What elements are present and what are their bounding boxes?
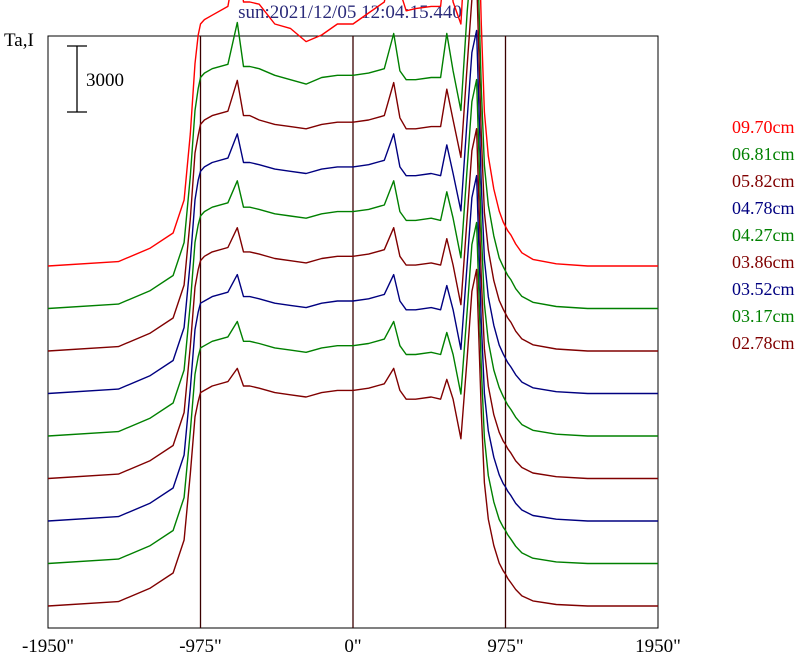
legend-entry: 03.52cm: [732, 279, 795, 299]
legend-entry: 03.17cm: [732, 306, 795, 326]
scale-bar-label: 3000: [86, 70, 124, 91]
x-tick-label: 975": [487, 636, 524, 657]
legend-entry: 06.81cm: [732, 144, 795, 164]
x-tick-label: 1950": [635, 636, 681, 657]
x-tick-label: -1950": [21, 636, 75, 657]
series-line-06.81cm: [47, 0, 658, 310]
series-line-03.86cm: [47, 127, 658, 480]
legend-entry: 02.78cm: [732, 333, 795, 353]
y-axis-label: Ta,I: [4, 30, 34, 51]
series-line-09.70cm: [47, 0, 658, 267]
series-line-04.27cm: [47, 78, 658, 437]
scale-bar: 3000: [67, 45, 124, 113]
series-line-02.78cm: [47, 268, 658, 607]
series-line-05.82cm: [47, 0, 658, 352]
series-line-04.78cm: [47, 29, 658, 395]
legend-entry: 04.78cm: [732, 198, 795, 218]
legend-entry: 09.70cm: [732, 117, 795, 137]
vertical-reference-lines: [199, 36, 507, 628]
legend-entry: 03.86cm: [732, 252, 795, 272]
series-line-03.52cm: [47, 174, 658, 522]
legend-entry: 05.82cm: [732, 171, 795, 191]
series-lines: [47, 0, 658, 607]
legend-entry: 04.27cm: [732, 225, 795, 245]
series-line-03.17cm: [47, 221, 658, 565]
x-tick-label: 0": [344, 636, 362, 657]
chart-title: sun:2021/12/05 12:04:15.440: [238, 2, 462, 23]
x-tick-label: -975": [179, 636, 222, 657]
